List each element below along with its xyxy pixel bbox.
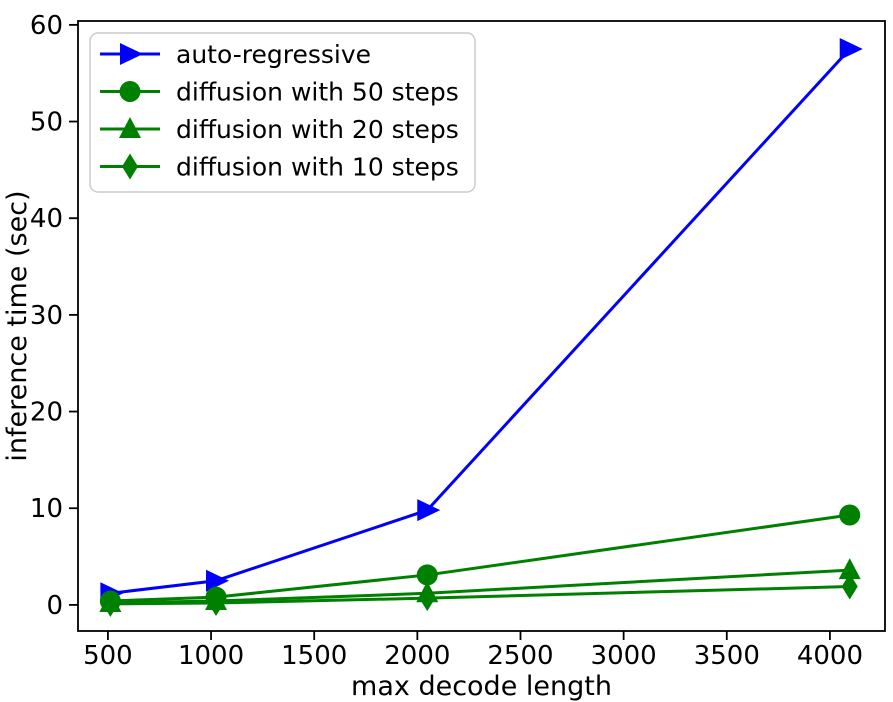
legend-box <box>89 32 476 193</box>
x-tick-label: 1500 <box>281 641 347 671</box>
y-tick-label: 10 <box>30 494 63 524</box>
series-diffusion-with-10-steps <box>102 573 858 617</box>
triangle-right-marker-icon <box>839 38 863 61</box>
x-tick-label: 3000 <box>591 641 657 671</box>
legend: auto-regressive diffusion with 50 steps di… <box>89 32 476 193</box>
x-tick-label: 2500 <box>487 641 553 671</box>
legend-label: auto-regressive <box>176 40 371 69</box>
y-axis-label: inference time (sec) <box>2 190 33 461</box>
legend-label: diffusion with 10 steps <box>176 153 459 182</box>
circle-marker-icon <box>119 81 141 102</box>
x-tick-label: 500 <box>83 641 133 671</box>
triangle-up-marker-icon <box>119 117 141 138</box>
diamond-marker-icon <box>102 590 119 617</box>
x-axis-label: max decode length <box>351 671 612 702</box>
diamond-marker-icon <box>419 585 436 612</box>
y-tick-label: 0 <box>46 591 63 621</box>
triangle-right-marker-icon <box>206 569 230 592</box>
y-tick-label: 50 <box>30 108 63 138</box>
circle-marker-icon <box>839 504 861 526</box>
y-tick-label: 20 <box>30 398 63 428</box>
diamond-marker-icon <box>122 153 138 180</box>
diamond-marker-icon <box>208 589 225 616</box>
diamond-marker-icon <box>841 573 858 600</box>
series-line <box>110 48 851 595</box>
y-tick-label: 40 <box>30 204 63 234</box>
triangle-right-marker-icon <box>417 499 441 522</box>
x-tick-label: 4000 <box>797 641 863 671</box>
legend-label: diffusion with 50 steps <box>176 78 459 107</box>
legend-label: diffusion with 20 steps <box>176 115 459 144</box>
y-tick-label: 30 <box>30 301 63 331</box>
series-line <box>110 585 850 606</box>
y-tick-label: 60 <box>30 11 63 41</box>
x-tick-label: 1000 <box>178 641 244 671</box>
series-diffusion-with-50-steps <box>99 504 861 612</box>
series-line <box>110 513 850 603</box>
x-tick-label: 2000 <box>384 641 450 671</box>
triangle-up-marker-icon <box>838 558 861 580</box>
circle-marker-icon <box>416 564 438 586</box>
plot-frame <box>77 20 886 632</box>
x-tick-label: 3500 <box>694 641 760 671</box>
triangle-right-marker-icon <box>120 43 143 65</box>
